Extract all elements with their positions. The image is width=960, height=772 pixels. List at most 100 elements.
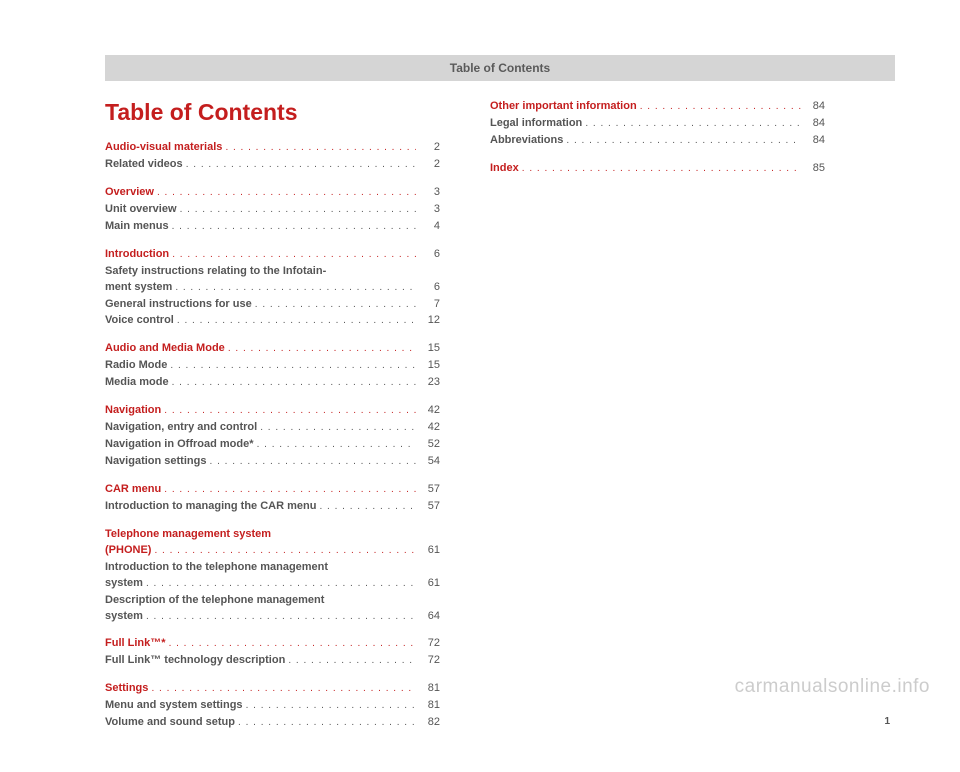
- toc-sub-row: Volume and sound setup 82: [105, 715, 440, 731]
- toc-label: General instructions for use: [105, 297, 416, 313]
- toc-label: Media mode: [105, 375, 416, 391]
- document-page: Table of Contents Table of Contents Audi…: [0, 0, 960, 772]
- toc-label: Navigation in Offroad mode*: [105, 437, 416, 453]
- toc-sub-row: Unit overview 3: [105, 202, 440, 218]
- toc-label: Abbreviations: [490, 133, 801, 149]
- toc-label: system: [105, 576, 416, 592]
- toc-label: ment system: [105, 280, 416, 296]
- toc-sub-row: Related videos 2: [105, 157, 440, 173]
- toc-label: Unit overview: [105, 202, 416, 218]
- page-number: 1: [884, 716, 890, 727]
- toc-section-row: (PHONE) 61: [105, 543, 440, 559]
- toc-label: Navigation settings: [105, 454, 416, 470]
- toc-sub-row: Voice control 12: [105, 313, 440, 329]
- toc-gap: [105, 670, 440, 681]
- toc-gap: [105, 516, 440, 527]
- toc-page: 3: [416, 185, 440, 201]
- toc-sub-row: Full Link™ technology description 72: [105, 653, 440, 669]
- toc-sub-row: Radio Mode 15: [105, 358, 440, 374]
- column-left: Table of Contents Audio-visual materials…: [105, 99, 440, 732]
- toc-sub-row: Navigation in Offroad mode* 52: [105, 437, 440, 453]
- toc-label: Navigation, entry and control: [105, 420, 416, 436]
- toc-label: Full Link™*: [105, 636, 416, 652]
- toc-sub-row: Legal information 84: [490, 116, 825, 132]
- toc-section-row: Overview 3: [105, 185, 440, 201]
- main-title: Table of Contents: [105, 99, 440, 126]
- toc-gap: [105, 392, 440, 403]
- toc-label: Related videos: [105, 157, 416, 173]
- header-bar: Table of Contents: [105, 55, 895, 81]
- toc-page: 81: [416, 698, 440, 714]
- toc-label: (PHONE): [105, 543, 416, 559]
- toc-sub-row: ment system 6: [105, 280, 440, 296]
- toc-page: 57: [416, 482, 440, 498]
- toc-page: 54: [416, 454, 440, 470]
- toc-sub-line1: Safety instructions relating to the Info…: [105, 264, 440, 280]
- toc-section-row: Navigation 42: [105, 403, 440, 419]
- toc-page: 61: [416, 576, 440, 592]
- toc-sub-line1: Description of the telephone management: [105, 593, 440, 609]
- toc-label: Navigation: [105, 403, 416, 419]
- toc-page: 15: [416, 358, 440, 374]
- toc-page: 84: [801, 116, 825, 132]
- toc-label: Settings: [105, 681, 416, 697]
- toc-page: 84: [801, 133, 825, 149]
- toc-page: 85: [801, 161, 825, 177]
- toc-sub-row: General instructions for use 7: [105, 297, 440, 313]
- toc-label: Audio and Media Mode: [105, 341, 416, 357]
- toc-sub-row: Media mode 23: [105, 375, 440, 391]
- toc-gap: [105, 236, 440, 247]
- toc-label: Legal information: [490, 116, 801, 132]
- toc-sub-line1: Introduction to the telephone management: [105, 560, 440, 576]
- toc-page: 81: [416, 681, 440, 697]
- toc-section-row: Other important information 84: [490, 99, 825, 115]
- toc-page: 15: [416, 341, 440, 357]
- toc-gap: [105, 625, 440, 636]
- column-right: Other important information 84Legal info…: [490, 99, 825, 732]
- toc-label: Other important information: [490, 99, 801, 115]
- toc-page: 84: [801, 99, 825, 115]
- toc-page: 23: [416, 375, 440, 391]
- toc-label: system: [105, 609, 416, 625]
- toc-sub-row: Navigation settings 54: [105, 454, 440, 470]
- toc-sub-row: Navigation, entry and control 42: [105, 420, 440, 436]
- toc-label: Audio-visual materials: [105, 140, 416, 156]
- toc-page: 2: [416, 157, 440, 173]
- content-columns: Table of Contents Audio-visual materials…: [105, 99, 895, 732]
- toc-gap: [105, 471, 440, 482]
- toc-page: 4: [416, 219, 440, 235]
- toc-section-row: Full Link™* 72: [105, 636, 440, 652]
- toc-sub-row: Main menus 4: [105, 219, 440, 235]
- toc-section-row: Introduction 6: [105, 247, 440, 263]
- toc-label: Menu and system settings: [105, 698, 416, 714]
- toc-page: 61: [416, 543, 440, 559]
- toc-sub-row: Abbreviations 84: [490, 133, 825, 149]
- toc-label: CAR menu: [105, 482, 416, 498]
- toc-section-row: Audio and Media Mode 15: [105, 341, 440, 357]
- toc-page: 6: [416, 280, 440, 296]
- toc-page: 64: [416, 609, 440, 625]
- toc-section-line1: Telephone management system: [105, 527, 440, 543]
- toc-sub-row: system 61: [105, 576, 440, 592]
- toc-section-row: Audio-visual materials 2: [105, 140, 440, 156]
- toc-page: 2: [416, 140, 440, 156]
- toc-label: Radio Mode: [105, 358, 416, 374]
- toc-label: Full Link™ technology description: [105, 653, 416, 669]
- toc-gap: [105, 174, 440, 185]
- toc-col2: Other important information 84Legal info…: [490, 99, 825, 177]
- toc-section-row: Index 85: [490, 161, 825, 177]
- toc-label: Introduction to managing the CAR menu: [105, 499, 416, 515]
- toc-page: 3: [416, 202, 440, 218]
- toc-label: Volume and sound setup: [105, 715, 416, 731]
- toc-col1: Audio-visual materials 2Related videos 2…: [105, 140, 440, 731]
- toc-label: Introduction: [105, 247, 416, 263]
- toc-label: Overview: [105, 185, 416, 201]
- toc-page: 7: [416, 297, 440, 313]
- toc-page: 72: [416, 653, 440, 669]
- toc-page: 12: [416, 313, 440, 329]
- toc-label: Voice control: [105, 313, 416, 329]
- toc-page: 42: [416, 403, 440, 419]
- toc-page: 72: [416, 636, 440, 652]
- toc-page: 57: [416, 499, 440, 515]
- toc-sub-row: system 64: [105, 609, 440, 625]
